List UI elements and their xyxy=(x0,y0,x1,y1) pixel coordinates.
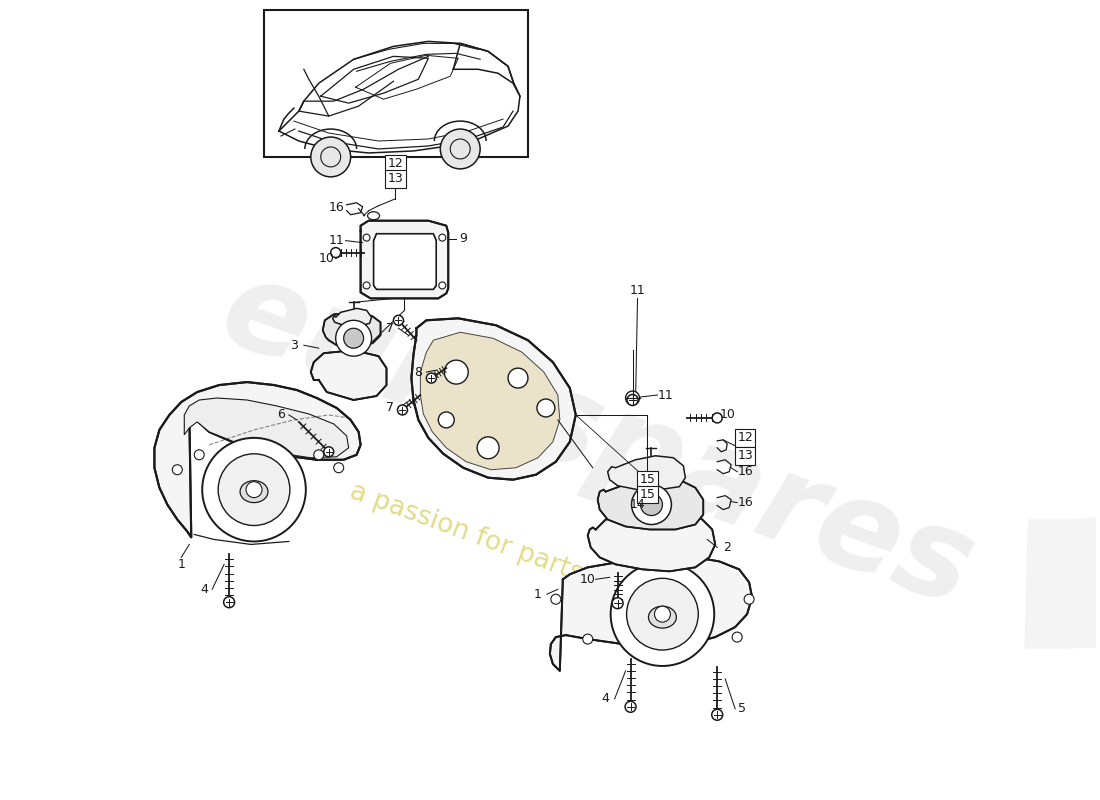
Ellipse shape xyxy=(367,212,380,220)
Text: 12: 12 xyxy=(387,158,404,170)
Circle shape xyxy=(440,129,480,169)
Circle shape xyxy=(439,282,446,289)
Polygon shape xyxy=(185,398,349,458)
Polygon shape xyxy=(550,558,752,671)
Circle shape xyxy=(173,465,183,474)
Text: eurospares: eurospares xyxy=(206,248,990,632)
Circle shape xyxy=(654,606,670,622)
Circle shape xyxy=(551,594,561,604)
Circle shape xyxy=(427,373,437,383)
Polygon shape xyxy=(411,318,575,480)
Text: 11: 11 xyxy=(329,234,344,247)
Text: 13: 13 xyxy=(387,172,404,186)
Circle shape xyxy=(640,494,662,515)
Circle shape xyxy=(438,412,454,428)
Circle shape xyxy=(626,391,639,405)
Text: 14: 14 xyxy=(629,498,646,511)
Circle shape xyxy=(397,405,407,415)
Text: 10: 10 xyxy=(580,573,596,586)
Text: 5: 5 xyxy=(738,702,746,715)
Circle shape xyxy=(583,634,593,644)
Text: 13: 13 xyxy=(737,450,754,462)
Polygon shape xyxy=(607,456,685,490)
Polygon shape xyxy=(311,350,386,400)
Text: 1: 1 xyxy=(177,558,185,571)
Polygon shape xyxy=(597,478,703,530)
Text: 4: 4 xyxy=(602,692,609,706)
Circle shape xyxy=(246,482,262,498)
Text: 8: 8 xyxy=(415,366,422,378)
Text: 15: 15 xyxy=(639,488,656,501)
Circle shape xyxy=(627,578,698,650)
Circle shape xyxy=(363,282,370,289)
Polygon shape xyxy=(587,510,715,571)
Text: 1: 1 xyxy=(534,588,542,601)
Circle shape xyxy=(477,437,499,458)
Text: 16: 16 xyxy=(329,202,344,214)
Circle shape xyxy=(612,598,623,609)
Text: 4: 4 xyxy=(200,582,208,596)
Circle shape xyxy=(631,485,671,525)
Text: 7: 7 xyxy=(386,322,395,334)
Circle shape xyxy=(744,594,755,604)
Circle shape xyxy=(439,234,446,241)
Circle shape xyxy=(712,413,723,423)
Circle shape xyxy=(331,247,341,258)
Text: 16: 16 xyxy=(737,466,754,478)
Text: 10: 10 xyxy=(319,252,334,265)
Polygon shape xyxy=(374,234,437,290)
Polygon shape xyxy=(322,312,381,347)
Circle shape xyxy=(343,328,364,348)
Polygon shape xyxy=(154,382,361,538)
Circle shape xyxy=(733,632,742,642)
Text: 12: 12 xyxy=(737,431,754,444)
Circle shape xyxy=(314,450,323,460)
Circle shape xyxy=(508,368,528,388)
Circle shape xyxy=(627,394,638,406)
Circle shape xyxy=(202,438,306,542)
Text: 2: 2 xyxy=(723,541,732,554)
Polygon shape xyxy=(332,308,372,326)
Polygon shape xyxy=(1024,0,1100,649)
Text: 16: 16 xyxy=(737,496,754,509)
Bar xyxy=(264,10,528,157)
Polygon shape xyxy=(420,332,560,470)
Circle shape xyxy=(444,360,469,384)
Circle shape xyxy=(625,702,636,712)
Text: 7: 7 xyxy=(386,402,395,414)
Text: 10: 10 xyxy=(719,409,735,422)
Polygon shape xyxy=(361,221,449,298)
Text: 11: 11 xyxy=(658,389,673,402)
Circle shape xyxy=(333,462,343,473)
Text: 3: 3 xyxy=(290,338,298,352)
Circle shape xyxy=(610,562,714,666)
Circle shape xyxy=(323,447,333,457)
Text: 9: 9 xyxy=(460,232,467,245)
Text: 15: 15 xyxy=(639,473,656,486)
Circle shape xyxy=(311,137,351,177)
Circle shape xyxy=(223,597,234,608)
Ellipse shape xyxy=(240,481,268,502)
Ellipse shape xyxy=(649,606,676,628)
Circle shape xyxy=(712,710,723,720)
Circle shape xyxy=(394,315,404,326)
Circle shape xyxy=(363,234,370,241)
Text: 6: 6 xyxy=(277,409,285,422)
Circle shape xyxy=(537,399,554,417)
Text: 11: 11 xyxy=(629,284,646,297)
Text: a passion for parts since 1985: a passion for parts since 1985 xyxy=(346,479,729,640)
Circle shape xyxy=(336,320,372,356)
Circle shape xyxy=(195,450,205,460)
Circle shape xyxy=(218,454,290,526)
